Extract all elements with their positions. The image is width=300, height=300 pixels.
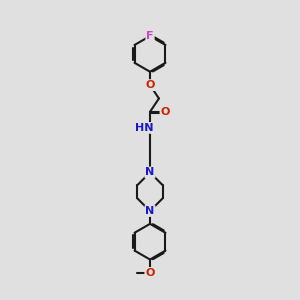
Text: O: O [145, 268, 155, 278]
Text: HN: HN [134, 123, 153, 133]
Text: N: N [146, 206, 154, 216]
Text: N: N [146, 167, 154, 178]
Text: O: O [145, 80, 155, 90]
Text: O: O [160, 107, 170, 117]
Text: F: F [146, 31, 154, 41]
